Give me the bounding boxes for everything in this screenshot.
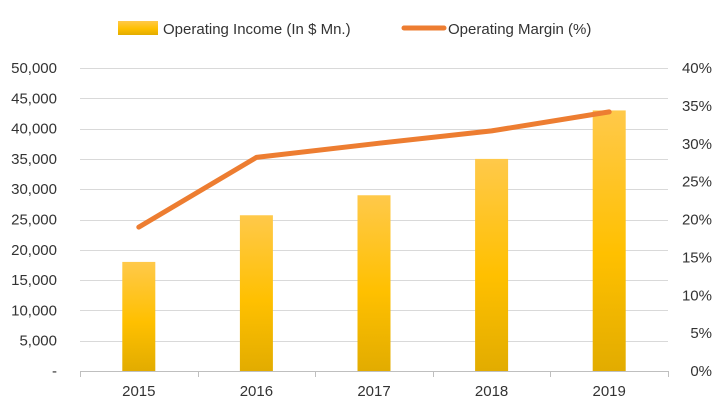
right-axis-tick-label: 30% — [682, 136, 712, 153]
bar-2016 — [239, 215, 273, 371]
x-axis-tick-label: 2015 — [122, 383, 155, 400]
legend-swatch-operating-income — [118, 21, 158, 35]
x-axis-tick-label: 2017 — [357, 383, 390, 400]
left-axis-ticks: - 5,000 10,000 15,000 20,000 25,000 30,000 35,0… — [11, 60, 57, 380]
right-axis-tick-label: 40% — [682, 60, 712, 77]
right-axis-tick-label: 35% — [682, 98, 712, 115]
left-axis-tick-label: 30,000 — [11, 181, 57, 198]
right-axis-tick-label: 15% — [682, 249, 712, 266]
right-axis-tick-label: 0% — [690, 363, 712, 380]
bars-operating-income — [122, 110, 626, 372]
left-axis-tick-label: 35,000 — [11, 151, 57, 168]
right-axis-ticks: 0% 5% 10% 15% 20% 25% 30% 35% 40% — [682, 60, 712, 380]
left-axis-tick-label: - — [52, 363, 57, 380]
left-axis-tick-label: 25,000 — [11, 212, 57, 229]
right-axis-tick-label: 10% — [682, 287, 712, 304]
bar-2018 — [475, 158, 509, 371]
left-axis-tick-label: 5,000 — [19, 333, 57, 350]
x-axis-tick-label: 2019 — [593, 383, 626, 400]
left-axis-tick-label: 15,000 — [11, 272, 57, 289]
right-axis-tick-label: 25% — [682, 174, 712, 191]
left-axis-tick-label: 45,000 — [11, 90, 57, 107]
x-axis-tick-label: 2018 — [475, 383, 508, 400]
right-axis-tick-label: 5% — [690, 325, 712, 342]
legend: Operating Income (In $ Mn.) Operating Ma… — [118, 21, 591, 38]
left-axis-tick-label: 50,000 — [11, 60, 57, 77]
bar-2015 — [122, 261, 156, 371]
x-axis-tick-label: 2016 — [240, 383, 273, 400]
left-axis-tick-label: 10,000 — [11, 302, 57, 319]
bar-2017 — [357, 195, 391, 371]
bar-2019 — [592, 110, 626, 372]
left-axis-tick-label: 40,000 — [11, 121, 57, 138]
right-axis-tick-label: 20% — [682, 212, 712, 229]
axes — [80, 371, 669, 377]
legend-label-operating-income: Operating Income (In $ Mn.) — [163, 21, 351, 38]
legend-label-operating-margin: Operating Margin (%) — [448, 21, 591, 38]
left-axis-tick-label: 20,000 — [11, 242, 57, 259]
line-operating-margin — [136, 109, 612, 230]
x-axis-ticks: 2015 2016 2017 2018 2019 — [122, 383, 626, 400]
